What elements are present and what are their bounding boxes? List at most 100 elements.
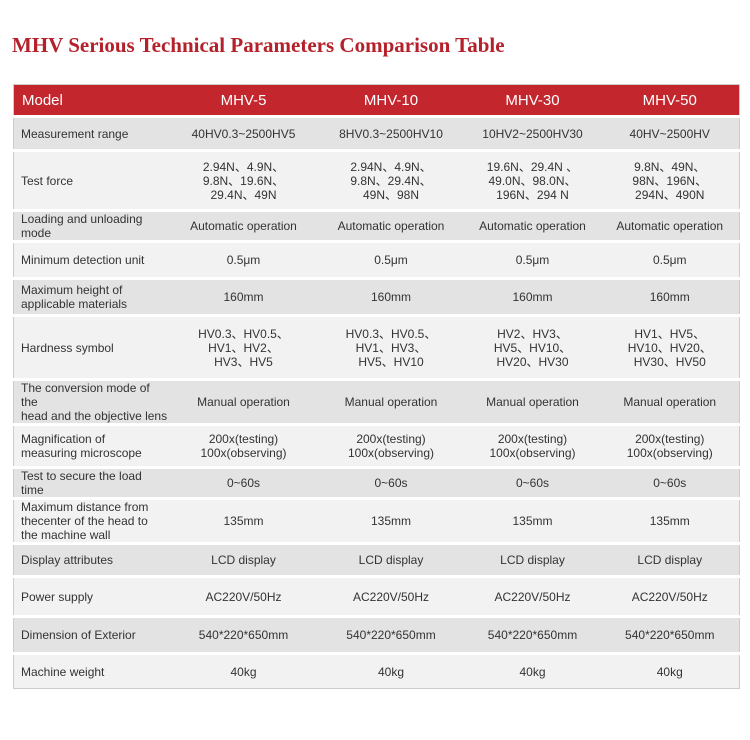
cell-line: 100x(observing) — [347, 446, 435, 460]
cell: 0~60s — [317, 466, 465, 499]
cell: Manual operation — [317, 378, 465, 425]
cell-line: 540*220*650mm — [625, 628, 715, 642]
table-row: Power supply AC220V/50Hz AC220V/50Hz AC220V… — [13, 575, 740, 617]
cell-line: Minimum detection unit — [21, 253, 145, 267]
parameter-table: Model MHV-5 MHV-10 MHV-30 MHV-50 Measurement… — [13, 84, 740, 689]
column-header: MHV-10 — [317, 84, 465, 117]
cell-line: Power supply — [21, 589, 94, 604]
cell: 0.5μm — [600, 240, 740, 279]
cell: Automatic operation — [317, 209, 465, 242]
cell: HV2、HV3、 HV5、HV10、 HV20、HV30 — [464, 314, 601, 380]
cell-line: Test force — [21, 173, 74, 188]
cell-line: 135mm — [649, 514, 690, 528]
cell: 160mm — [600, 277, 740, 316]
cell-line: 0~60s — [653, 476, 687, 490]
cell: 540*220*650mm — [317, 615, 465, 654]
cell: 0~60s — [600, 466, 740, 499]
cell-line: 19.6N、29.4N 、 — [486, 159, 579, 174]
cell-line: 0.5μm — [226, 253, 261, 267]
cell-line: 0~60s — [374, 476, 408, 490]
cell-line: 294N、490N — [635, 187, 705, 202]
cell: LCD display — [169, 542, 318, 577]
cell: Automatic operation — [464, 209, 601, 242]
cell-line: Manual operation — [197, 395, 290, 409]
cell: 40HV0.3~2500HV5 — [169, 115, 318, 151]
row-label: Test to secure the load time — [13, 466, 170, 499]
cell: 200x(testing) 100x(observing) — [317, 423, 465, 468]
cell: 540*220*650mm — [169, 615, 318, 654]
table-row: Test to secure the load time 0~60s 0~60s 0~… — [13, 466, 740, 499]
cell: HV1、HV5、 HV10、HV20、 HV30、HV50 — [600, 314, 740, 380]
cell-line: 196N、294 N — [496, 187, 569, 202]
row-label: Display attributes — [13, 542, 170, 577]
cell-line: LCD display — [358, 553, 424, 567]
cell-line: HV2、HV3、 — [497, 326, 568, 341]
cell: 135mm — [169, 497, 318, 544]
cell: 0.5μm — [317, 240, 465, 279]
row-label: Test force — [13, 149, 170, 211]
cell: 200x(testing) 100x(observing) — [169, 423, 318, 468]
cell: 135mm — [464, 497, 601, 544]
cell-line: 200x(testing) — [208, 432, 279, 446]
cell-line: thecenter of the head to — [21, 514, 148, 528]
cell-line: 40kg — [656, 664, 683, 679]
table-row: Measurement range 40HV0.3~2500HV5 8HV0.3~2… — [13, 115, 740, 151]
cell-line: Display attributes — [21, 553, 114, 567]
table-row: Minimum detection unit 0.5μm 0.5μm 0.5μm 0.5… — [13, 240, 740, 279]
table-body: Measurement range 40HV0.3~2500HV5 8HV0.3~2… — [13, 115, 740, 689]
cell: 0.5μm — [464, 240, 601, 279]
cell-line: Automatic operation — [616, 219, 724, 233]
cell: 40kg — [600, 652, 740, 689]
table-row: Hardness symbol HV0.3、HV0.5、 HV1、HV2、 HV3、H… — [13, 314, 740, 380]
cell-line: HV20、HV30 — [496, 354, 569, 369]
cell: Manual operation — [169, 378, 318, 425]
cell-line: Automatic operation — [479, 219, 586, 233]
cell-line: AC220V/50Hz — [631, 589, 708, 604]
cell-line: 540*220*650mm — [346, 628, 436, 642]
cell-line: 98N、196N、 — [632, 173, 708, 188]
table-row: Loading and unloading mode Automatic oper… — [13, 209, 740, 242]
row-label: Measurement range — [13, 115, 170, 151]
row-label: Hardness symbol — [13, 314, 170, 380]
cell-line: Automatic operation — [337, 219, 445, 233]
cell-line: 2.94N、4.9N、 — [202, 159, 285, 174]
cell: 0.5μm — [169, 240, 318, 279]
cell-line: 100x(observing) — [200, 446, 287, 460]
cell: 540*220*650mm — [464, 615, 601, 654]
cell: LCD display — [317, 542, 465, 577]
cell-line: AC220V/50Hz — [494, 589, 571, 604]
cell-line: 540*220*650mm — [487, 628, 578, 642]
cell-line: LCD display — [637, 553, 703, 567]
cell: Automatic operation — [600, 209, 740, 242]
cell: 200x(testing) 100x(observing) — [464, 423, 601, 468]
cell-line: 135mm — [223, 514, 264, 528]
cell-line: HV30、HV50 — [633, 354, 706, 369]
cell-line: 0~60s — [226, 476, 261, 490]
cell: 10HV2~2500HV30 — [464, 115, 601, 151]
table-row: Dimension of Exterior 540*220*650mm 540*22… — [13, 615, 740, 654]
cell: 9.8N、49N、 98N、196N、 294N、490N — [600, 149, 740, 211]
cell: 40kg — [317, 652, 465, 689]
cell-line: 2.94N、4.9N、 — [350, 159, 432, 174]
table-row: The conversion mode of the head and the o… — [13, 378, 740, 425]
cell-line: 9.8N、29.4N、 — [350, 173, 432, 188]
table-row: Maximum distance from thecenter of the he… — [13, 497, 740, 544]
cell-line: 200x(testing) — [356, 432, 426, 446]
cell-line: 200x(testing) — [635, 432, 705, 446]
cell: HV0.3、HV0.5、 HV1、HV3、 HV5、HV10 — [317, 314, 465, 380]
row-label: Dimension of Exterior — [13, 615, 170, 654]
cell-line: measuring microscope — [21, 446, 142, 460]
cell: 160mm — [317, 277, 465, 316]
column-header: MHV-30 — [464, 84, 601, 117]
cell-line: 40kg — [519, 664, 546, 679]
cell: LCD display — [600, 542, 740, 577]
table-row: Machine weight 40kg 40kg 40kg 40kg — [13, 652, 740, 689]
cell-line: 40kg — [377, 664, 405, 679]
cell-line: Maximum distance from — [21, 500, 149, 514]
cell-line: 160mm — [370, 290, 411, 304]
header-row: Model MHV-5 MHV-10 MHV-30 MHV-50 — [13, 84, 740, 117]
cell-line: Manual operation — [486, 395, 579, 409]
row-label: Minimum detection unit — [13, 240, 170, 279]
cell-line: HV10、HV20、 — [627, 340, 712, 355]
